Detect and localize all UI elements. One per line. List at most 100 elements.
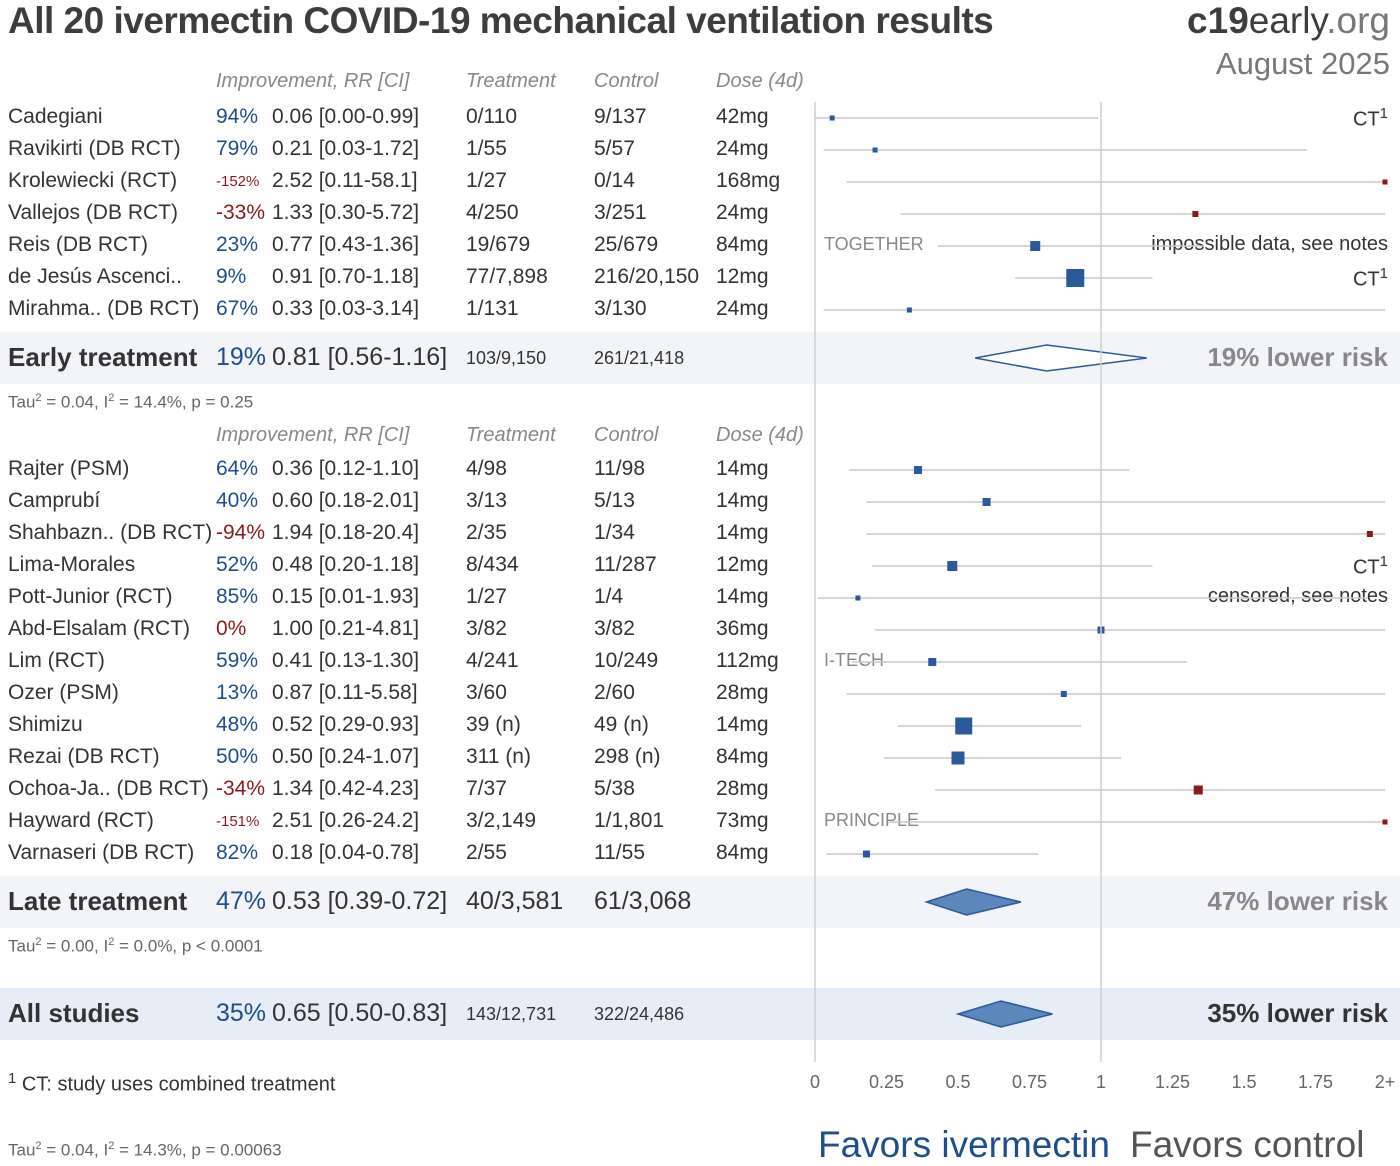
study-point-square: [1060, 691, 1067, 697]
study-dose: 84mg: [716, 233, 769, 256]
chart-title: All 20 ivermectin COVID-19 mechanical ve…: [8, 0, 994, 41]
study-rr-ci: 1.34 [0.42-4.23]: [272, 777, 420, 800]
study-point-square: [1192, 211, 1199, 217]
x-tick-label: 1.75: [1298, 1072, 1333, 1092]
study-improvement: -33%: [216, 201, 266, 224]
col-header-improvement: Improvement, RR [CI]: [216, 424, 410, 446]
study-improvement: -152%: [216, 173, 260, 190]
favors-left-label: Favors ivermectin: [818, 1124, 1110, 1165]
study-control-count: 298 (n): [594, 745, 661, 768]
study-control-count: 1/1,801: [594, 809, 665, 832]
study-control-count: 11/98: [594, 457, 645, 480]
summary-treatment-count: 103/9,150: [466, 348, 547, 368]
brand-logo[interactable]: c19early.org: [1187, 0, 1390, 42]
study-improvement: -34%: [216, 777, 266, 800]
study-treatment-count: 8/434: [466, 553, 519, 576]
footnote-sup: 1: [8, 1070, 17, 1087]
study-treatment-count: 3/2,149: [466, 809, 537, 832]
heterogeneity-stats: Tau2 = 0.04, I2 = 14.4%, p = 0.25: [8, 392, 253, 413]
study-improvement: 94%: [216, 105, 259, 128]
study-dose: 84mg: [716, 745, 769, 768]
study-name: Camprubí: [8, 489, 101, 512]
study-improvement: 64%: [216, 457, 259, 480]
study-name: Varnaseri (DB RCT): [8, 841, 195, 864]
study-treatment-count: 77/7,898: [466, 265, 548, 288]
study-note-text: CT: [1352, 268, 1380, 291]
stat-part: 2: [35, 1140, 42, 1152]
study-dose: 28mg: [716, 681, 769, 704]
stat-part: 2: [108, 1140, 115, 1152]
study-treatment-count: 4/241: [466, 649, 519, 672]
study-treatment-count: 311 (n): [466, 745, 531, 768]
study-control-count: 9/137: [594, 105, 647, 128]
stat-part: Tau: [8, 1140, 36, 1160]
study-name: Vallejos (DB RCT): [8, 201, 178, 224]
study-rr-ci: 0.87 [0.11-5.58]: [272, 681, 418, 704]
study-improvement: 85%: [216, 585, 259, 608]
study-note-sup: 1: [1379, 105, 1388, 122]
study-rr-ci: 0.50 [0.24-1.07]: [272, 745, 420, 768]
summary-improvement: 19%: [216, 343, 267, 371]
study-name: Cadegiani: [8, 105, 103, 128]
x-tick-label: 1.25: [1155, 1072, 1190, 1092]
study-note: CT1: [1353, 265, 1388, 292]
study-control-count: 25/679: [594, 233, 659, 256]
group-summary-band: [0, 876, 1400, 928]
study-treatment-count: 0/110: [466, 105, 517, 128]
study-improvement: 82%: [216, 841, 259, 864]
study-point-square: [829, 115, 835, 121]
study-control-count: 5/38: [594, 777, 635, 800]
study-control-count: 2/60: [594, 681, 635, 704]
study-control-count: 11/287: [594, 553, 657, 576]
study-name: Ravikirti (DB RCT): [8, 137, 181, 160]
brand-c19: c19: [1187, 0, 1249, 41]
study-treatment-count: 19/679: [466, 233, 531, 256]
study-control-count: 0/14: [594, 169, 635, 192]
study-point-square: [855, 595, 861, 601]
brand-early: early: [1248, 0, 1327, 41]
study-improvement: -94%: [216, 521, 266, 544]
study-treatment-count: 2/35: [466, 521, 507, 544]
study-control-count: 5/13: [594, 489, 635, 512]
x-tick-label: 0.25: [869, 1072, 904, 1092]
study-note-text: impossible data, see notes: [1151, 233, 1388, 255]
stat-part: 2: [108, 936, 115, 948]
col-header-dose: Dose (4d): [716, 424, 804, 446]
summary-rr-ci: 0.53 [0.39-0.72]: [272, 887, 448, 915]
x-tick-label: 0.75: [1012, 1072, 1047, 1092]
study-dose: 84mg: [716, 841, 769, 864]
study-name: Pott-Junior (RCT): [8, 585, 173, 608]
study-treatment-count: 4/250: [466, 201, 519, 224]
stat-part: 2: [108, 392, 115, 404]
study-note-text: CT: [1352, 108, 1380, 131]
study-improvement: 13%: [216, 681, 259, 704]
study-trial-label: TOGETHER: [824, 234, 924, 254]
study-treatment-count: 4/98: [466, 457, 507, 480]
study-name: Hayward (RCT): [8, 809, 154, 832]
study-treatment-count: 1/131: [466, 297, 519, 320]
group-summary-band: [0, 332, 1400, 384]
study-control-count: 11/55: [594, 841, 645, 864]
summary-treatment-count: 40/3,581: [466, 887, 564, 915]
study-treatment-count: 2/55: [466, 841, 507, 864]
x-tick-label: 0: [810, 1072, 820, 1092]
stat-part: 2: [35, 392, 42, 404]
study-point-square: [906, 307, 912, 313]
group-label: Late treatment: [8, 886, 188, 916]
heterogeneity-stats: Tau2 = 0.00, I2 = 0.0%, p < 0.0001: [8, 936, 263, 957]
summary-control-count: 322/24,486: [594, 1004, 685, 1024]
study-name: Reis (DB RCT): [8, 233, 148, 256]
study-name: Lim (RCT): [8, 649, 105, 672]
study-improvement: 48%: [216, 713, 259, 736]
study-improvement: 79%: [216, 137, 259, 160]
study-improvement: 40%: [216, 489, 259, 512]
summary-rr-ci: 0.65 [0.50-0.83]: [272, 999, 448, 1027]
study-dose: 14mg: [716, 585, 769, 608]
study-improvement: 23%: [216, 233, 259, 256]
study-treatment-count: 7/37: [466, 777, 507, 800]
heterogeneity-stats: Tau2 = 0.04, I2 = 14.3%, p = 0.00063: [8, 1140, 282, 1161]
study-point-square: [947, 561, 958, 571]
date-label: August 2025: [1215, 46, 1390, 81]
study-improvement: 59%: [216, 649, 259, 672]
study-dose: 14mg: [716, 521, 769, 544]
